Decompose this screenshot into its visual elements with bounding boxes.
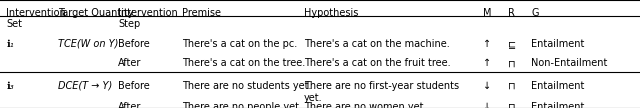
Text: After: After [118,102,142,108]
Text: Intervention
Step: Intervention Step [118,8,178,29]
Text: TCE(W on Y): TCE(W on Y) [58,39,118,49]
Text: Intervention
Set: Intervention Set [6,8,66,29]
Text: There's a cat on the tree.: There's a cat on the tree. [182,58,306,68]
Text: Entailment: Entailment [531,102,584,108]
Text: R: R [508,8,515,18]
Text: ℹ₁: ℹ₁ [6,39,14,49]
Text: G: G [531,8,539,18]
Text: ⊑: ⊑ [508,39,516,49]
Text: After: After [118,58,142,68]
Text: Entailment: Entailment [531,81,584,91]
Text: M: M [483,8,492,18]
Text: ℹ₃: ℹ₃ [6,81,14,91]
Text: Target Quantity: Target Quantity [58,8,133,18]
Text: There's a cat on the pc.: There's a cat on the pc. [182,39,298,49]
Text: There's a cat on the machine.: There's a cat on the machine. [304,39,450,49]
Text: There are no women yet.: There are no women yet. [304,102,426,108]
Text: Entailment: Entailment [531,39,584,49]
Text: ⊓: ⊓ [508,58,515,68]
Text: ⊓: ⊓ [508,102,515,108]
Text: Before: Before [118,81,150,91]
Text: ⊓: ⊓ [508,81,515,91]
Text: ↓: ↓ [483,81,492,91]
Text: There are no people yet.: There are no people yet. [182,102,302,108]
Text: ↓: ↓ [483,102,492,108]
Text: ↑: ↑ [483,39,492,49]
Text: Non-Entailment: Non-Entailment [531,58,607,68]
Text: Hypothesis: Hypothesis [304,8,358,18]
Text: Before: Before [118,39,150,49]
Text: There are no students yet.: There are no students yet. [182,81,312,91]
Text: DCE(T → Y): DCE(T → Y) [58,81,112,91]
Text: There's a cat on the fruit tree.: There's a cat on the fruit tree. [304,58,451,68]
Text: Premise: Premise [182,8,221,18]
Text: There are no first-year students
yet.: There are no first-year students yet. [304,81,459,103]
Text: ↑: ↑ [483,58,492,68]
